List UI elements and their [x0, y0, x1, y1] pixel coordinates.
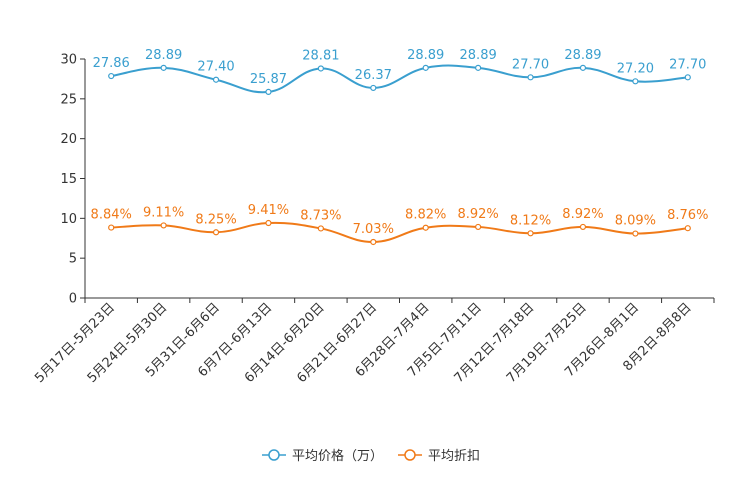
data-label: 8.73%: [300, 208, 341, 223]
data-point: [108, 224, 115, 231]
data-label: 28.89: [460, 48, 497, 63]
data-point: [422, 64, 429, 71]
data-point: [317, 225, 324, 232]
data-point: [317, 65, 324, 72]
y-tick-label: 5: [69, 252, 77, 267]
data-label: 9.11%: [143, 205, 184, 220]
legend-label: 平均价格（万）: [292, 448, 383, 464]
data-label: 27.70: [669, 57, 706, 72]
data-label: 27.70: [512, 57, 549, 72]
data-label: 28.81: [302, 48, 339, 63]
y-tick-label: 15: [60, 172, 77, 187]
data-label: 28.89: [564, 48, 601, 63]
y-tick-label: 30: [60, 53, 77, 68]
data-point: [632, 78, 639, 85]
series-line-1: [111, 221, 688, 243]
y-tick-label: 0: [69, 292, 77, 307]
data-point: [212, 229, 220, 236]
data-label: 8.12%: [510, 213, 551, 228]
data-point: [370, 238, 377, 246]
data-point: [265, 219, 272, 227]
data-label: 7.03%: [353, 222, 394, 237]
data-point: [475, 223, 482, 231]
y-tick-label: 25: [60, 92, 77, 107]
legend-swatch-marker: [404, 449, 416, 461]
data-label: 8.25%: [195, 212, 236, 227]
data-point: [160, 222, 167, 229]
data-point: [684, 225, 691, 232]
data-label: 8.09%: [615, 214, 656, 229]
data-point: [475, 64, 482, 71]
data-label: 27.20: [617, 61, 654, 76]
data-label: 9.41%: [248, 203, 289, 218]
data-point: [160, 64, 167, 71]
data-label: 8.84%: [91, 208, 132, 223]
data-point: [108, 72, 115, 80]
data-point: [212, 76, 220, 83]
legend: 平均价格（万） 平均折扣: [262, 448, 480, 464]
data-label: 26.37: [355, 68, 392, 83]
y-tick-label: 20: [60, 132, 77, 147]
legend-label: 平均折扣: [428, 449, 480, 464]
axes: 0510152025305月17日-5月23日5月24日-5月30日5月31日-…: [32, 53, 715, 386]
data-label: 8.82%: [405, 208, 446, 223]
data-point: [579, 64, 587, 71]
series-layer: 27.86 28.89 27.40 25.87 28.81 26.37 28.89 28.89…: [91, 48, 708, 246]
data-label: 28.89: [407, 48, 444, 63]
data-point: [527, 230, 534, 237]
y-tick-label: 10: [60, 212, 77, 227]
data-label: 8.92%: [457, 207, 498, 222]
data-point: [579, 223, 587, 231]
data-label: 28.89: [145, 48, 182, 63]
data-point: [632, 230, 639, 237]
data-point: [684, 74, 691, 81]
data-label: 8.76%: [667, 208, 708, 223]
data-point: [370, 84, 377, 92]
data-point: [265, 88, 272, 96]
data-label: 27.86: [93, 56, 130, 71]
data-label: 25.87: [250, 72, 287, 87]
legend-swatch-marker: [268, 449, 280, 461]
data-label: 27.40: [197, 60, 234, 75]
data-label: 8.92%: [562, 207, 603, 222]
data-point: [422, 224, 429, 231]
data-point: [527, 74, 534, 81]
